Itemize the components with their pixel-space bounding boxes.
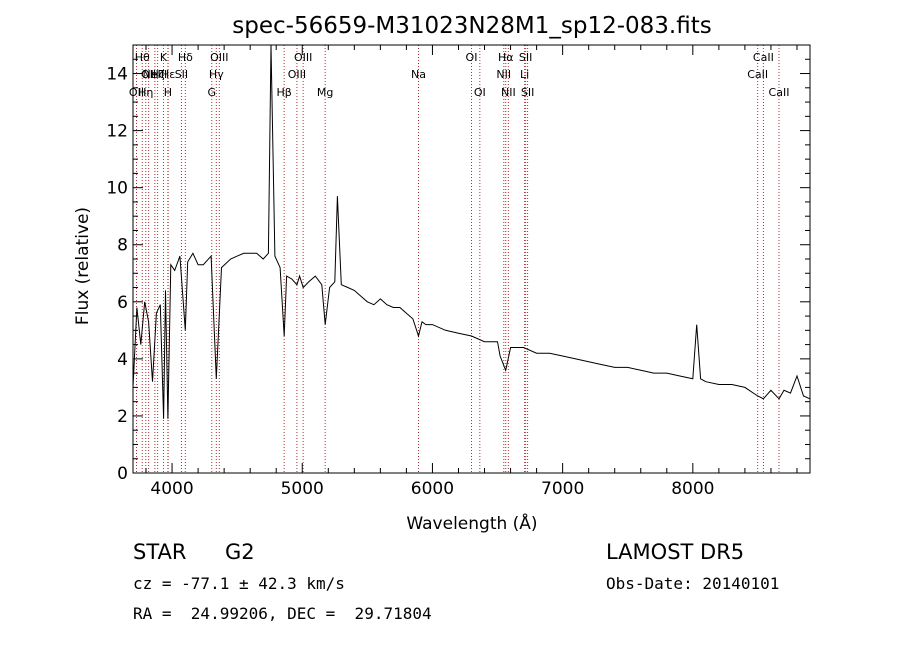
survey-name: LAMOST DR5 [606,540,745,564]
y-axis-label: Flux (relative) [73,207,93,325]
line-marker-label: Hζ [150,68,164,81]
x-tick-label: 6000 [411,479,454,499]
line-marker-label: NeIII [143,68,168,81]
x-axis: 4000 5000 6000 7000 8000 [145,45,798,499]
line-marker-label: NII [496,68,511,81]
line-marker-label: OIII [294,51,312,64]
line-marker-label: CaII [747,68,768,81]
line-marker-label: SII [519,51,532,64]
line-marker-label: Hη [138,86,153,99]
y-tick-label: 4 [117,350,128,370]
x-tick-label: 8000 [671,479,714,499]
line-marker-label: OI [474,86,486,99]
line-marker-label: Hγ [209,68,224,81]
y-tick-label: 6 [117,293,128,313]
line-marker-label: G [208,86,217,99]
line-marker-label: SII [521,86,534,99]
line-marker-label: Hθ [135,51,150,64]
line-marker-label: Hδ [178,51,193,64]
line-marker-label: H [164,86,172,99]
line-marker-label: Hε [161,68,175,81]
line-marker-label: Na [411,68,426,81]
line-marker-label: Hα [498,51,514,64]
line-marker-label: OII [141,68,156,81]
y-tick-label: 10 [106,179,128,199]
y-tick-label: 8 [117,236,128,256]
line-marker-label: Hβ [277,86,292,99]
chart-title: spec-56659-M31023N28M1_sp12-083.fits [232,13,711,39]
line-marker-label: K [160,51,168,64]
x-tick-label: 4000 [150,479,193,499]
spectrum-line [132,44,811,419]
line-marker-label: Mg [317,86,333,99]
line-marker-label: OI [466,51,478,64]
object-subclass: G2 [225,540,255,564]
y-tick-label: 2 [117,407,128,427]
x-axis-label: Wavelength (Å) [406,512,537,534]
line-marker-label: SII [175,68,188,81]
x-tick-label: 7000 [541,479,584,499]
line-marker-label: Li [520,68,529,81]
observation-date: Obs-Date: 20140101 [606,574,780,593]
x-tick-label: 5000 [281,479,324,499]
y-tick-label: 12 [106,122,128,142]
line-markers [136,45,780,473]
object-class: STAR [133,540,187,564]
y-tick-label: 0 [117,464,128,484]
y-tick-label: 14 [106,65,128,85]
y-axis: 0 2 4 6 8 10 12 14 [106,44,810,484]
line-marker-label: CaII [753,51,774,64]
redshift-cz: cz = -77.1 ± 42.3 km/s [133,574,345,593]
line-marker-label: CaII [769,86,790,99]
ra-dec: RA = 24.99206, DEC = 29.71804 [133,604,432,623]
line-marker-label: OIII [210,51,228,64]
line-marker-label: OIII [288,68,306,81]
line-marker-label: NII [501,86,516,99]
